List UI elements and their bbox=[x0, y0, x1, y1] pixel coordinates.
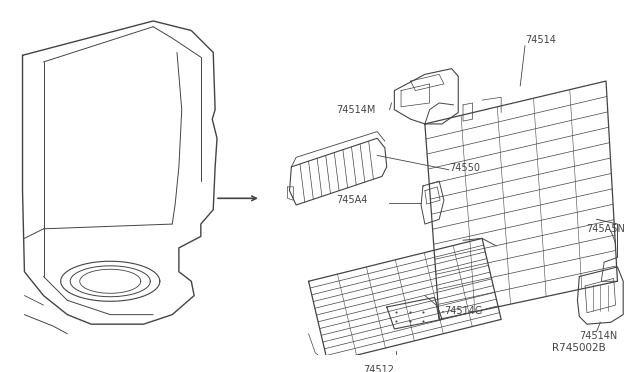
Text: 74514N: 74514N bbox=[579, 331, 618, 341]
Text: 74514: 74514 bbox=[525, 35, 556, 45]
Text: 74514G: 74514G bbox=[444, 306, 483, 316]
Text: 74550: 74550 bbox=[449, 163, 480, 173]
Text: 745A5N: 745A5N bbox=[586, 224, 625, 234]
Text: 74514M: 74514M bbox=[336, 105, 376, 115]
Text: R745002B: R745002B bbox=[552, 343, 606, 353]
Text: 745A4: 745A4 bbox=[336, 195, 367, 205]
Text: 74512: 74512 bbox=[363, 365, 394, 372]
